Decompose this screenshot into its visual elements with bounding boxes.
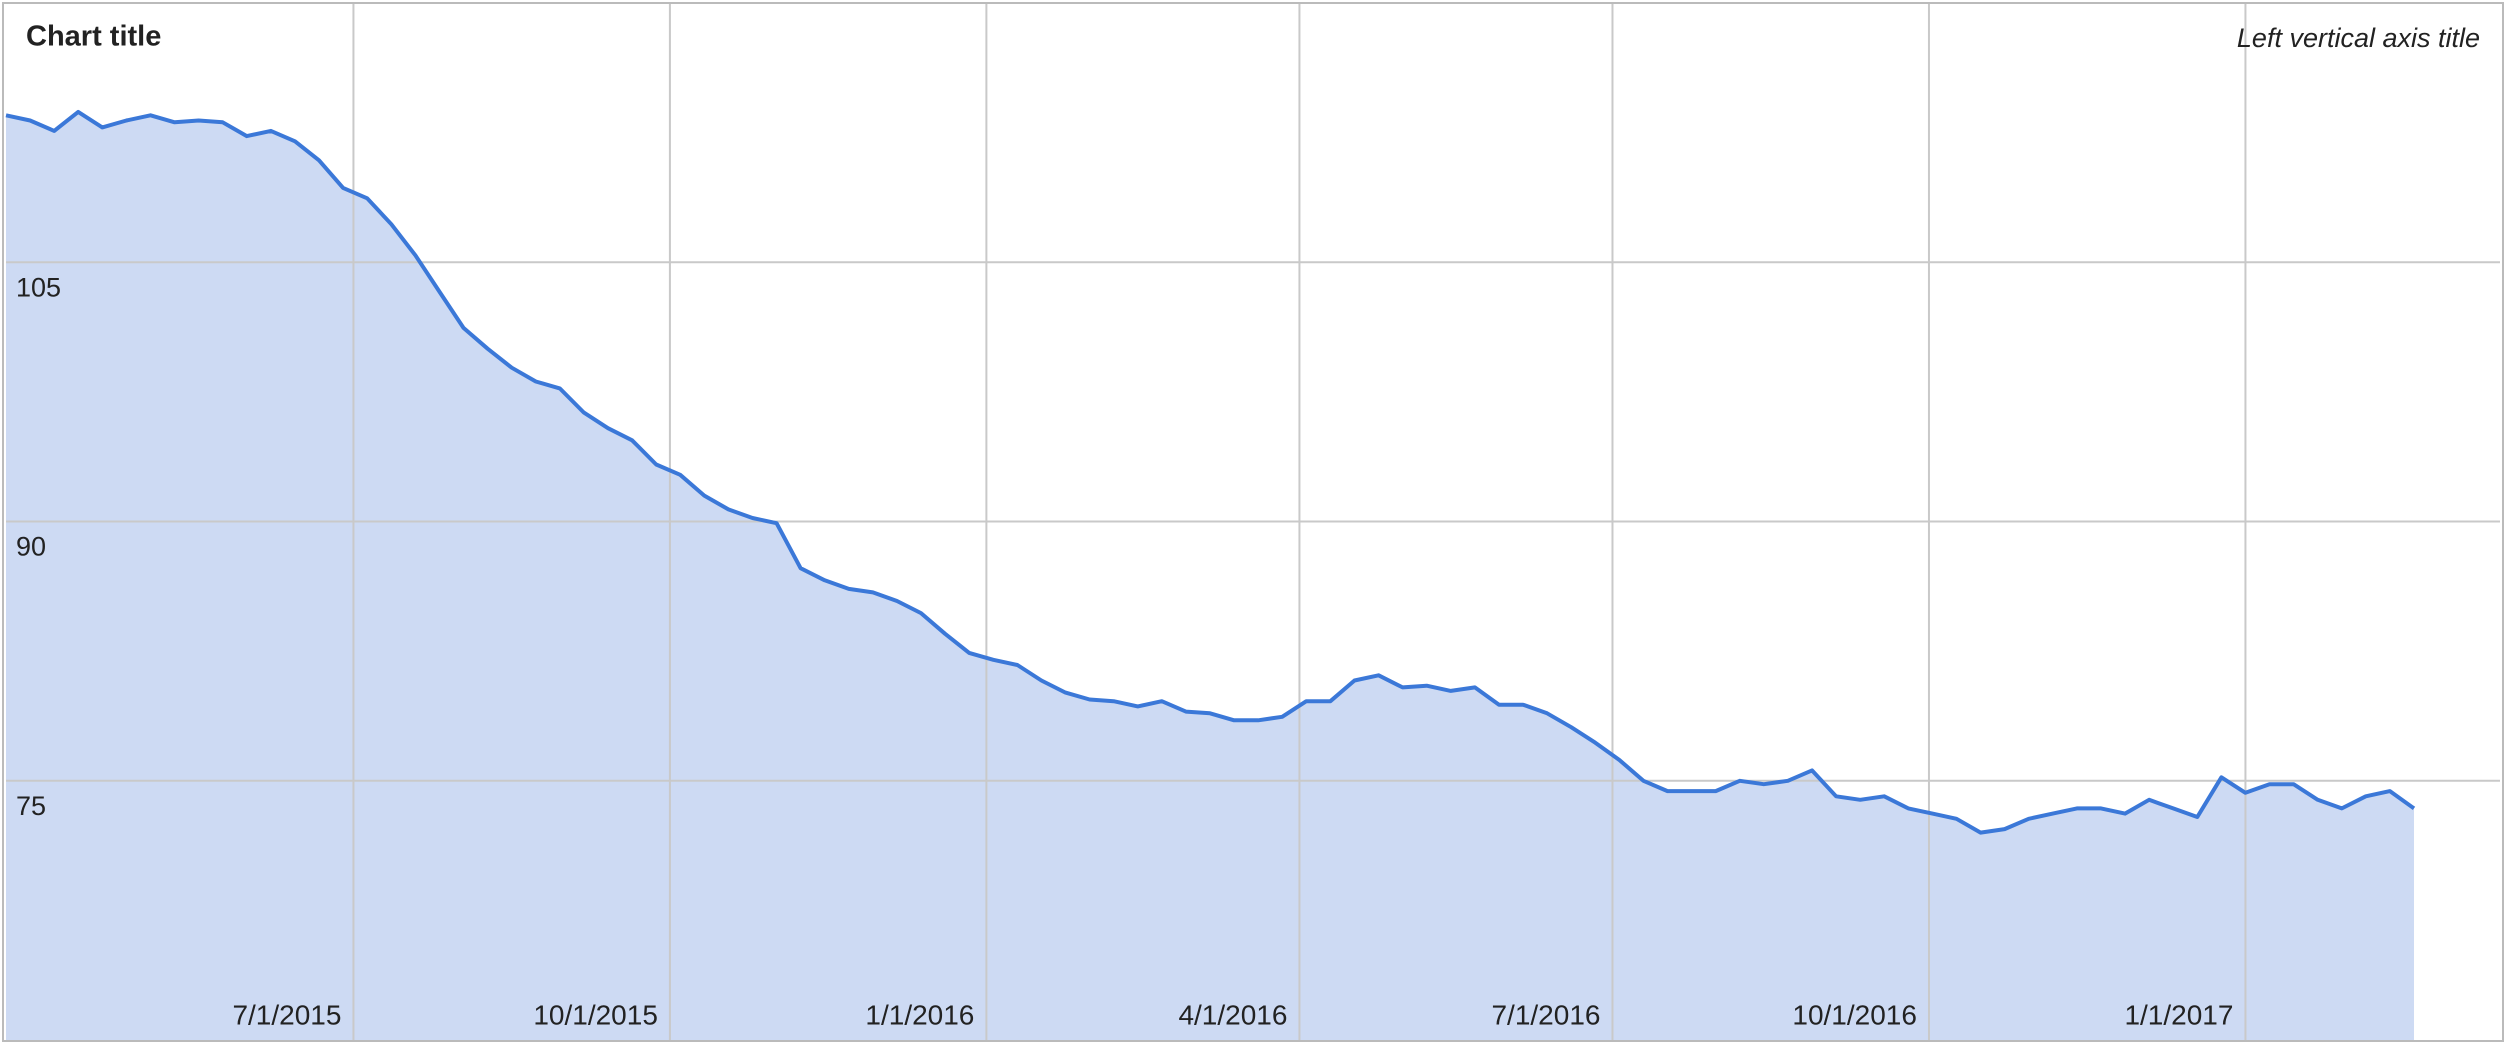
y-tick-label: 90 [16,532,46,562]
line [5,109,2416,835]
y-tick-label: 75 [16,791,46,821]
x-tick-label: 10/1/2016 [1792,999,1917,1030]
x-tick-label: 4/1/2016 [1178,999,1287,1030]
x-tick-label: 10/1/2015 [533,999,658,1030]
area-fill [6,111,2414,1040]
x-tick-label: 7/1/2016 [1491,999,1600,1030]
axis-title: Left vertical axis title [2237,23,2480,53]
x-tick-label: 7/1/2015 [232,999,341,1030]
y-tick-label: 105 [16,272,61,302]
chart-title: Chart title [26,21,161,53]
plot-area: 75 90 105 7/1/2015 10/1/2015 1/1/2016 4/1/2016… [5,3,2500,1040]
x-tick-label: 1/1/2017 [2124,999,2233,1030]
x-tick-label: 1/1/2016 [865,999,974,1030]
